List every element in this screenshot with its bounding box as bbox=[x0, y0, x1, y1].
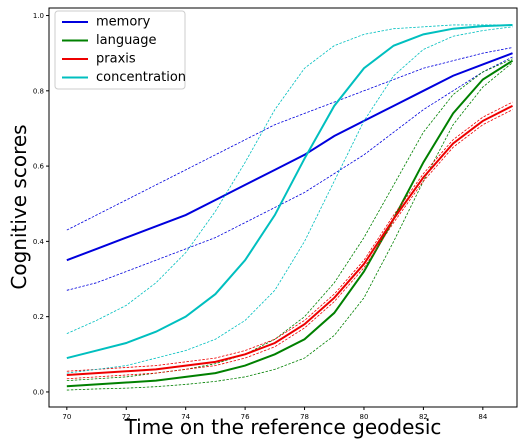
series-line bbox=[66, 23, 513, 360]
confidence-bound bbox=[66, 47, 513, 231]
legend-label: praxis bbox=[96, 52, 136, 67]
y-tick-label: 0.2 bbox=[33, 313, 44, 321]
series-line bbox=[66, 59, 514, 388]
x-tick-label: 80 bbox=[360, 413, 369, 421]
confidence-bound bbox=[66, 109, 513, 380]
x-axis-label: Time on the reference geodesic bbox=[124, 415, 442, 439]
x-tick-label: 78 bbox=[300, 413, 309, 421]
confidence-bound bbox=[66, 26, 513, 374]
y-tick-label: 0.0 bbox=[33, 388, 44, 396]
confidence-bound bbox=[66, 24, 513, 334]
x-tick-label: 82 bbox=[419, 413, 428, 421]
y-tick-label: 0.6 bbox=[33, 163, 45, 171]
x-tick-label: 84 bbox=[478, 413, 487, 421]
y-axis-label: Cognitive scores bbox=[7, 124, 31, 289]
legend-label: concentration bbox=[96, 70, 186, 85]
y-tick-label: 0.8 bbox=[33, 87, 44, 95]
confidence-bound bbox=[66, 58, 513, 382]
series-line bbox=[66, 104, 513, 376]
x-tick-label: 76 bbox=[241, 413, 250, 421]
x-tick-label: 72 bbox=[122, 413, 131, 421]
confidence-bound bbox=[66, 62, 513, 391]
confidence-bound bbox=[66, 101, 513, 372]
series-line bbox=[66, 52, 513, 262]
legend-box bbox=[54, 10, 186, 90]
confidence-bound bbox=[66, 56, 513, 291]
legend-label: language bbox=[96, 33, 157, 48]
y-tick-label: 1.0 bbox=[33, 12, 44, 20]
y-tick-label: 0.4 bbox=[33, 238, 45, 246]
x-tick-label: 74 bbox=[181, 413, 190, 421]
plot-frame bbox=[48, 7, 518, 408]
legend-label: memory bbox=[96, 15, 151, 30]
x-tick-label: 70 bbox=[62, 413, 71, 421]
